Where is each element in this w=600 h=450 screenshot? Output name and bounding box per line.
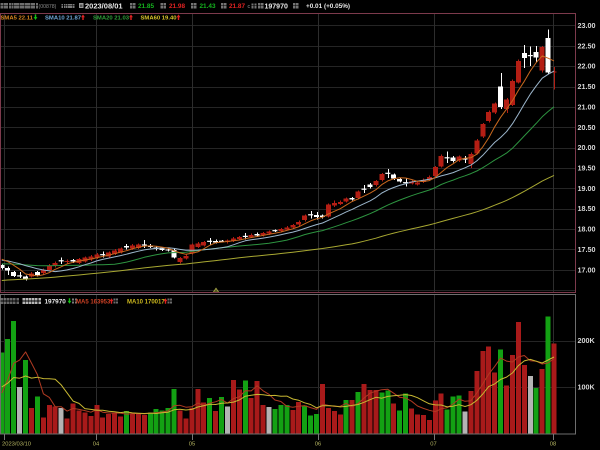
- svg-text:21.85: 21.85: [138, 3, 154, 10]
- svg-text:08: 08: [550, 442, 556, 448]
- svg-text:c: c: [248, 4, 251, 10]
- svg-text:MA10 170017: MA10 170017: [127, 299, 165, 305]
- svg-text:17.00: 17.00: [578, 265, 596, 274]
- svg-text:07: 07: [430, 442, 436, 448]
- svg-text:18.50: 18.50: [578, 204, 596, 213]
- svg-text:18.00: 18.00: [578, 225, 596, 234]
- svg-text:05: 05: [189, 442, 195, 448]
- svg-text:17.50: 17.50: [578, 245, 596, 254]
- svg-text:2023/08/01: 2023/08/01: [85, 2, 123, 11]
- svg-text:22.00: 22.00: [578, 62, 596, 71]
- svg-text:19.50: 19.50: [578, 164, 596, 173]
- svg-text:197970: 197970: [45, 298, 67, 305]
- svg-text:04: 04: [93, 442, 100, 448]
- svg-text:MA5 163953: MA5 163953: [76, 299, 111, 305]
- svg-text:21.50: 21.50: [578, 82, 596, 91]
- svg-text:197970: 197970: [265, 3, 288, 10]
- svg-text:23.00: 23.00: [578, 21, 596, 30]
- svg-text:200K: 200K: [578, 336, 596, 345]
- svg-text:20.00: 20.00: [578, 143, 596, 152]
- svg-text:21.00: 21.00: [578, 102, 596, 111]
- svg-text:SMA10 21.87: SMA10 21.87: [45, 15, 82, 21]
- svg-text:SMA5 22.11: SMA5 22.11: [1, 15, 34, 21]
- svg-text:SMA20 21.03: SMA20 21.03: [93, 15, 130, 21]
- svg-text:21.87: 21.87: [229, 3, 245, 10]
- svg-text:06: 06: [315, 442, 321, 448]
- svg-text:SMA60 19.40: SMA60 19.40: [141, 15, 178, 21]
- svg-text:21.43: 21.43: [200, 3, 216, 10]
- svg-text:(00878): (00878): [39, 4, 57, 10]
- svg-text:100K: 100K: [578, 383, 596, 392]
- svg-text:20.50: 20.50: [578, 123, 596, 132]
- svg-text:22.50: 22.50: [578, 41, 596, 50]
- svg-text:21.98: 21.98: [169, 3, 185, 10]
- svg-text:2023/03/10: 2023/03/10: [2, 442, 31, 448]
- svg-text:19.00: 19.00: [578, 184, 596, 193]
- svg-text:+0.01 (+0.05%): +0.01 (+0.05%): [306, 3, 350, 10]
